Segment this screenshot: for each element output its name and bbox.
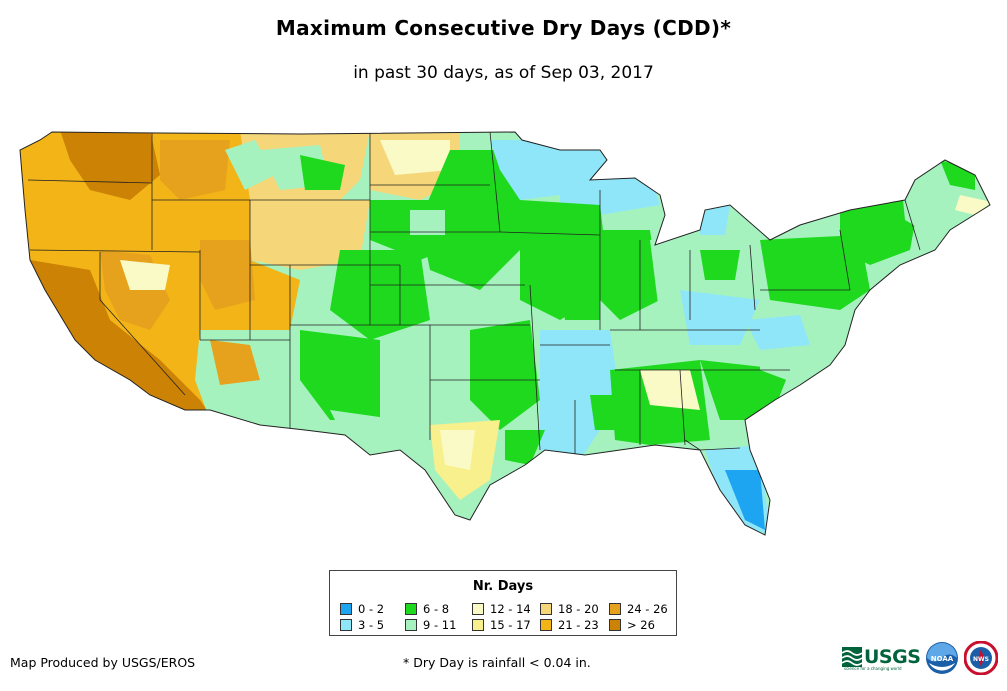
legend-swatch [340,602,352,615]
usgs-logo-text: USGS [864,646,921,668]
legend-item: 6 - 8 [405,602,449,616]
map-credit: Map Produced by USGS/EROS [10,655,196,670]
us-cdd-map [19,131,991,536]
legend: Nr. Days 0 - 2 3 - 5 6 - 8 9 - 11 12 - 1… [329,570,677,636]
legend-swatch [540,602,552,615]
agency-logos: USGS science for a changing world NOAA N… [842,640,1002,676]
legend-swatch [540,618,552,631]
nws-logo-text: NWS [973,656,989,663]
legend-item: 9 - 11 [405,618,456,632]
usgs-wave-icon [842,647,862,667]
legend-title: Nr. Days [472,579,534,594]
legend-label: 12 - 14 [490,602,531,616]
legend-label: 0 - 2 [358,602,385,616]
legend-item: 3 - 5 [340,618,384,632]
legend-swatch [472,618,484,631]
legend-swatch [405,618,417,631]
legend-item: 18 - 20 [540,602,599,616]
map-title: Maximum Consecutive Dry Days (CDD)* [275,16,732,40]
legend-label: > 26 [627,618,655,632]
legend-label: 15 - 17 [490,618,531,632]
legend-item: 12 - 14 [472,602,531,616]
legend-label: 3 - 5 [358,618,385,632]
noaa-logo-icon: NOAA [926,642,958,674]
legend-item: 21 - 23 [540,618,599,632]
legend-swatch [340,618,352,631]
legend-label: 18 - 20 [558,602,599,616]
nws-logo-icon: NWS [964,641,998,675]
legend-swatch [609,602,621,615]
legend-swatch [405,602,417,615]
legend-label: 6 - 8 [423,602,450,616]
legend-item: 0 - 2 [340,602,384,616]
legend-label: 9 - 11 [423,618,457,632]
legend-label: 24 - 26 [627,602,668,616]
legend-item: > 26 [609,618,655,632]
legend-label: 21 - 23 [558,618,599,632]
map-subtitle: in past 30 days, as of Sep 03, 2017 [353,63,654,83]
dry-day-footnote: * Dry Day is rainfall < 0.04 in. [403,655,591,670]
usgs-tagline: science for a changing world [844,666,902,671]
legend-swatch [472,602,484,615]
legend-swatch [609,618,621,631]
legend-item: 15 - 17 [472,618,531,632]
noaa-logo-text: NOAA [931,655,954,663]
usgs-logo: USGS [842,643,921,671]
legend-item: 24 - 26 [609,602,668,616]
